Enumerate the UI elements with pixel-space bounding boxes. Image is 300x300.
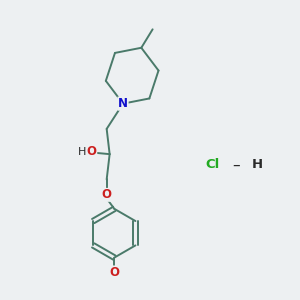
Text: H: H — [78, 147, 86, 157]
Text: O: O — [102, 188, 112, 201]
Text: H: H — [251, 158, 262, 171]
Text: –: – — [232, 158, 240, 172]
Text: N: N — [118, 97, 128, 110]
Text: O: O — [109, 266, 119, 279]
Text: O: O — [87, 145, 97, 158]
Text: Cl: Cl — [205, 158, 220, 171]
